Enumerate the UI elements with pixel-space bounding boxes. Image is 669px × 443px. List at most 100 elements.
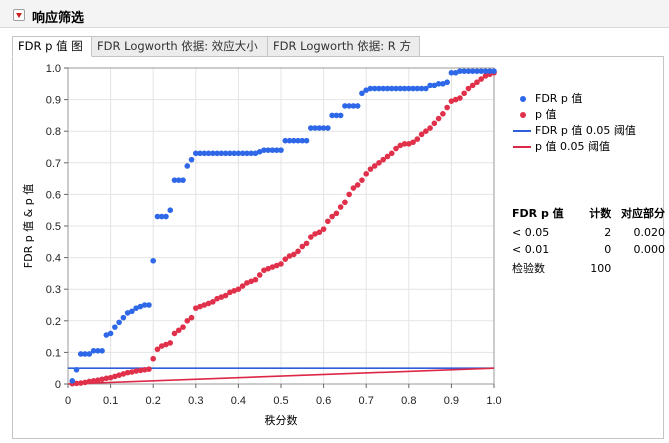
fdr-pvalue-point [286, 137, 293, 144]
x-tick-label: 0.4 [231, 395, 246, 407]
legend: FDR p 值 p 值 FDR p 值 0.05 阈值 p 值 0.05 阈值 [513, 91, 666, 155]
pvalue-point [384, 153, 391, 160]
pvalue-point [303, 240, 310, 247]
fdr-pvalue-point [227, 150, 233, 157]
fdr-pvalue-point [440, 81, 446, 87]
fdr-pvalue-point [252, 150, 259, 157]
pvalue-point [474, 79, 480, 86]
pvalue-point [239, 283, 246, 289]
summary-cell: 0.000 [633, 243, 666, 256]
pvalue-point [175, 327, 182, 334]
pvalue-point [227, 289, 233, 296]
fdr-pvalue-point [261, 147, 267, 153]
y-axis-title: FDR p 值 & p 值 [22, 184, 35, 268]
summary-header: 对应部分 [621, 207, 665, 220]
fdr-pvalue-point [150, 257, 156, 264]
tab-fdr-logworth-effect-size[interactable]: FDR Logworth 依据: 效应大小 [91, 36, 268, 57]
pvalue-point [286, 253, 293, 259]
summary-cell: < 0.05 [512, 226, 550, 239]
summary-cell: 0.020 [633, 226, 666, 239]
fdr-pvalue-point [167, 207, 174, 213]
pvalue-point [73, 380, 80, 387]
summary-cell: < 0.01 [512, 243, 550, 256]
report-header: 响应筛选 [0, 0, 669, 28]
legend-item-p[interactable]: p 值 [516, 107, 666, 123]
pvalue-point [235, 286, 242, 293]
pvalue-point [414, 136, 421, 142]
pvalue-point [393, 145, 399, 152]
fdr-pvalue-point [486, 68, 493, 74]
fdr-pvalue-point [388, 85, 395, 92]
pvalue-point [431, 120, 438, 127]
fdr-pvalue-point [325, 125, 331, 131]
y-tick-label: 0.6 [46, 189, 61, 201]
fdr-pvalue-point [158, 213, 165, 220]
pvalue-point [418, 131, 425, 138]
legend-item-fdr-threshold[interactable]: FDR p 值 0.05 阈值 [513, 123, 666, 139]
legend-item-fdr[interactable]: FDR p 值 [516, 91, 666, 107]
pvalue-point [214, 295, 220, 302]
fdr-pvalue-point [491, 68, 497, 74]
fdr-pvalue-point [346, 103, 352, 109]
x-tick-label: 0.6 [316, 395, 331, 407]
pvalue-point [86, 378, 93, 385]
red-line-icon [513, 146, 531, 148]
summary-cell [615, 258, 669, 278]
fdr-pvalue-point [320, 125, 327, 131]
fdr-pvalue-point [120, 314, 127, 321]
fdr-pvalue-point [201, 150, 208, 157]
pvalue-point [388, 150, 395, 157]
disclosure-triangle-icon[interactable] [13, 9, 25, 21]
pvalue-point [256, 272, 263, 278]
summary-row: 检验数 100 [512, 258, 669, 278]
fdr-pvalue-point [350, 103, 357, 109]
fdr-pvalue-point [376, 85, 382, 92]
fdr-pvalue-point [312, 125, 318, 131]
fdr-pvalue-point [146, 302, 152, 308]
fdr-pvalue-point [359, 90, 365, 97]
pvalue-point [427, 125, 433, 131]
fdr-pvalue-point [354, 103, 361, 109]
summary-header: FDR p 值 [512, 207, 564, 220]
pvalue-point [469, 82, 476, 89]
pvalue-point [82, 379, 88, 386]
y-tick-label: 0 [55, 379, 61, 391]
y-tick-label: 0.7 [46, 158, 61, 170]
p-threshold-line [67, 367, 495, 385]
pvalue-point [90, 378, 97, 384]
y-tick-label: 0.4 [46, 253, 61, 265]
pvalue-point [346, 191, 352, 198]
x-tick-label: 0.3 [188, 395, 203, 407]
fdr-pvalue-point [423, 85, 429, 92]
pvalue-point [290, 251, 297, 258]
summary-cell: 0 [604, 243, 612, 256]
fdr-pvalue-point [116, 319, 122, 326]
fdr-pvalue-point [282, 137, 289, 144]
fdr-pvalue-point [171, 177, 178, 183]
fdr-pvalue-point [384, 85, 391, 92]
legend-item-p-threshold[interactable]: p 值 0.05 阈值 [513, 139, 666, 155]
fdr-pvalue-point [448, 69, 455, 76]
x-tick-label: 0.7 [359, 395, 374, 407]
fdr-pvalue-point [380, 85, 387, 92]
fdr-pvalue-point [329, 112, 335, 119]
fdr-pvalue-point [193, 150, 199, 157]
tab-fdr-pvalue-plot[interactable]: FDR p 值 图 [12, 36, 92, 57]
fdr-pvalue-point [410, 85, 416, 92]
pvalue-point [218, 294, 225, 300]
fdr-pvalue-point [188, 156, 195, 163]
legend-label: FDR p 值 [535, 92, 583, 105]
pvalue-point [180, 324, 186, 330]
pvalue-point [103, 375, 110, 382]
pvalue-point [141, 366, 148, 373]
fdr-pvalue-point [397, 85, 404, 92]
x-tick-label: 0.8 [401, 395, 416, 407]
pvalue-point [231, 287, 237, 294]
pvalue-point [308, 234, 314, 240]
fdr-pvalue-point [482, 68, 489, 74]
fdr-pvalue-point [82, 351, 88, 357]
fdr-pvalue-point [333, 112, 340, 119]
fdr-pvalue-point [469, 68, 476, 74]
fdr-pvalue-point [95, 348, 101, 354]
